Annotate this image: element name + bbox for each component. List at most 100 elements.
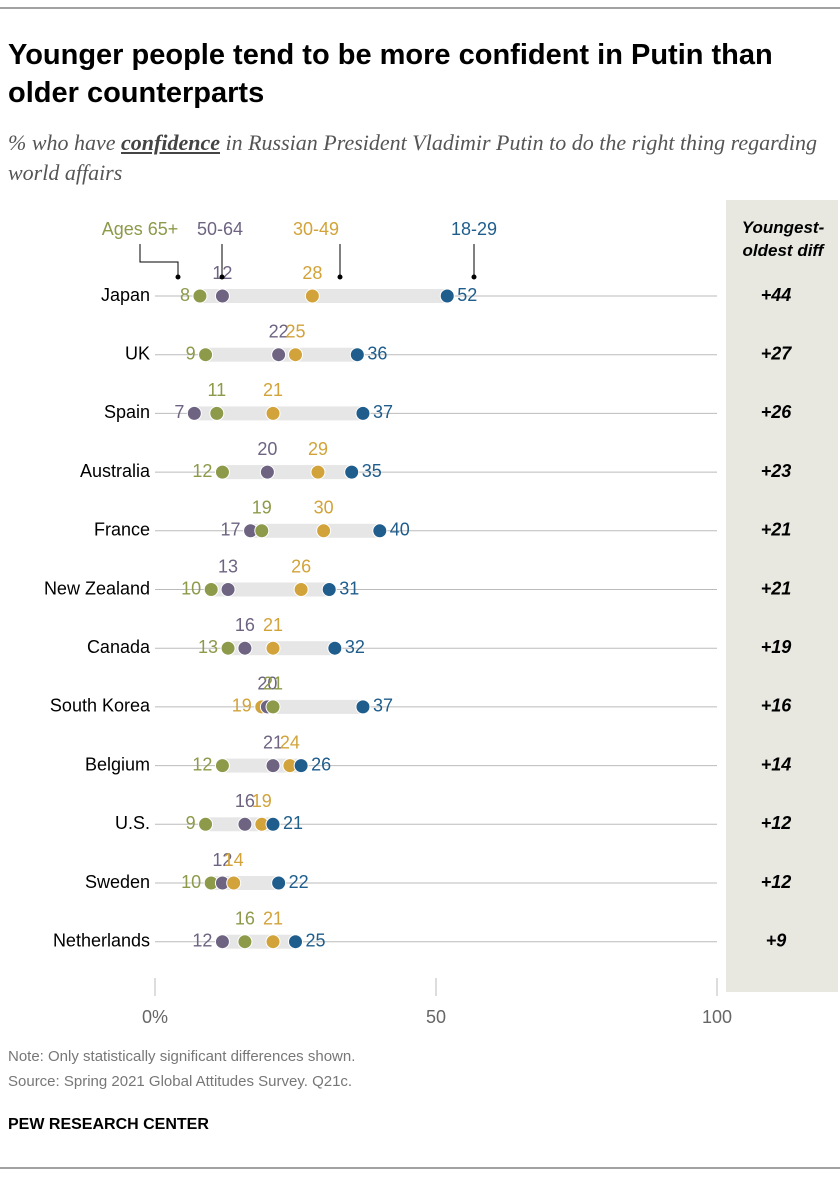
data-label: 21 bbox=[263, 380, 283, 400]
subtitle-text: % who have bbox=[8, 130, 122, 155]
data-label: 21 bbox=[283, 813, 303, 833]
data-label: 12 bbox=[212, 850, 232, 870]
dot bbox=[344, 464, 360, 480]
dot bbox=[293, 758, 309, 774]
data-label: 20 bbox=[257, 674, 277, 694]
legend-leader bbox=[139, 244, 179, 276]
category-label: Canada bbox=[87, 637, 151, 657]
dot bbox=[237, 934, 253, 950]
dot bbox=[265, 758, 281, 774]
data-label: 13 bbox=[218, 556, 238, 576]
dot bbox=[327, 640, 343, 656]
category-label: Australia bbox=[80, 461, 151, 481]
data-label: 9 bbox=[186, 813, 196, 833]
category-label: Netherlands bbox=[53, 930, 150, 950]
category-label: U.S. bbox=[115, 813, 150, 833]
chart-subtitle: % who have confidence in Russian Preside… bbox=[8, 128, 838, 188]
data-label: 8 bbox=[180, 285, 190, 305]
category-label: South Korea bbox=[50, 696, 151, 716]
dot bbox=[214, 934, 230, 950]
note: Note: Only statistically significant dif… bbox=[8, 1048, 356, 1065]
dot bbox=[265, 405, 281, 421]
diff-title: Youngest-oldest diff bbox=[741, 218, 825, 260]
dot bbox=[265, 640, 281, 656]
data-label: 19 bbox=[252, 498, 272, 518]
dot bbox=[304, 288, 320, 304]
diff-column bbox=[726, 200, 838, 992]
data-label: 7 bbox=[174, 402, 184, 422]
category-label: France bbox=[94, 520, 150, 540]
data-label: 16 bbox=[235, 908, 255, 928]
data-label: 21 bbox=[263, 674, 283, 694]
dot bbox=[237, 816, 253, 832]
category-label: Belgium bbox=[85, 754, 150, 774]
dot bbox=[254, 523, 270, 539]
dot bbox=[203, 582, 219, 597]
data-label: 20 bbox=[257, 439, 277, 459]
dot bbox=[271, 875, 287, 891]
data-label: 31 bbox=[339, 578, 359, 598]
diff-label: +21 bbox=[761, 520, 792, 540]
data-label: 24 bbox=[280, 732, 300, 752]
data-label: 25 bbox=[306, 930, 326, 950]
dot bbox=[220, 640, 236, 656]
data-label: 10 bbox=[181, 578, 201, 598]
data-label: 16 bbox=[235, 615, 255, 635]
data-label: 16 bbox=[235, 791, 255, 811]
range-band bbox=[228, 641, 335, 656]
data-label: 37 bbox=[373, 402, 393, 422]
range-band bbox=[222, 934, 296, 949]
dot bbox=[372, 523, 388, 539]
data-label: 19 bbox=[252, 791, 272, 811]
legend-label: 50-64 bbox=[197, 219, 243, 239]
data-label: 26 bbox=[311, 754, 331, 774]
data-label: 22 bbox=[289, 872, 309, 892]
diff-label: +21 bbox=[761, 578, 792, 598]
dot bbox=[293, 582, 309, 597]
data-label: 28 bbox=[302, 263, 322, 283]
data-label: 19 bbox=[232, 696, 252, 716]
data-label: 32 bbox=[345, 637, 365, 657]
dot bbox=[259, 464, 275, 480]
diff-label: +9 bbox=[766, 930, 787, 950]
range-band bbox=[199, 289, 448, 303]
range-band bbox=[261, 699, 363, 714]
dot bbox=[198, 816, 214, 832]
data-label: 40 bbox=[390, 520, 410, 540]
data-label: 26 bbox=[291, 556, 311, 576]
category-label: UK bbox=[125, 343, 150, 363]
data-label: 36 bbox=[367, 343, 387, 363]
data-label: 21 bbox=[263, 732, 283, 752]
subtitle-text: in Russian President Vladimir Putin to d… bbox=[8, 130, 818, 185]
dot bbox=[214, 758, 230, 774]
range-band bbox=[250, 523, 380, 538]
data-label: 12 bbox=[192, 461, 212, 481]
data-label: 12 bbox=[192, 754, 212, 774]
dot bbox=[186, 405, 202, 421]
x-tick-label: 0% bbox=[142, 1007, 168, 1027]
dot bbox=[192, 288, 208, 304]
dot bbox=[237, 640, 253, 656]
diff-label: +23 bbox=[761, 461, 792, 481]
dot bbox=[355, 699, 371, 715]
data-label: 13 bbox=[198, 637, 218, 657]
category-label: New Zealand bbox=[44, 578, 150, 598]
dot bbox=[288, 347, 303, 363]
legend-tip bbox=[471, 274, 477, 280]
data-label: 14 bbox=[224, 850, 244, 870]
diff-label: +27 bbox=[761, 343, 793, 363]
legend-label: Ages 65+ bbox=[102, 219, 179, 239]
dot bbox=[355, 405, 371, 421]
dot bbox=[265, 816, 281, 832]
data-label: 22 bbox=[269, 321, 289, 341]
legend-label: 30-49 bbox=[293, 219, 339, 239]
data-label: 17 bbox=[221, 520, 241, 540]
dot bbox=[265, 934, 281, 950]
category-label: Sweden bbox=[85, 872, 150, 892]
dot bbox=[288, 934, 303, 950]
brand: PEW RESEARCH CENTER bbox=[8, 1116, 209, 1133]
legend-tip bbox=[219, 274, 225, 280]
data-label: 37 bbox=[373, 696, 393, 716]
